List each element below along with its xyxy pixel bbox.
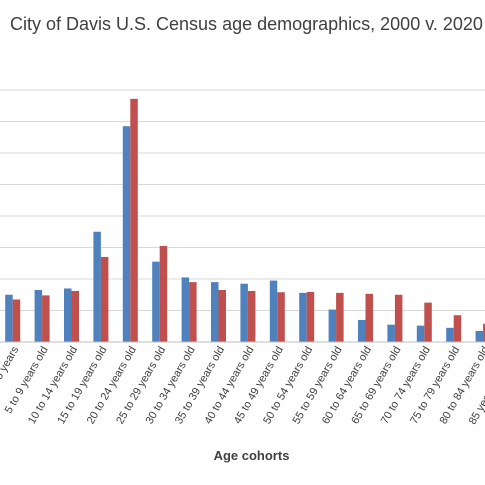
bar (152, 261, 160, 342)
bar (306, 291, 315, 342)
bar (416, 325, 425, 342)
bar (424, 302, 432, 342)
bar (12, 299, 21, 342)
bar (100, 256, 109, 342)
bar (218, 290, 226, 342)
bar (122, 126, 131, 342)
bar (277, 292, 285, 342)
bar (211, 282, 219, 342)
x-axis-title: Age cohorts (213, 448, 290, 463)
bar (483, 323, 485, 342)
bar (5, 294, 13, 342)
bar (269, 280, 278, 342)
bar (42, 295, 50, 342)
bar (130, 98, 138, 342)
bar (336, 292, 344, 342)
bar (247, 290, 256, 342)
bar (387, 324, 395, 342)
bar (64, 288, 72, 342)
bar (159, 245, 168, 342)
bar (328, 309, 337, 342)
bar (240, 283, 248, 342)
bar (365, 293, 373, 342)
bar (34, 290, 43, 342)
bar (189, 282, 197, 342)
bar (453, 315, 462, 342)
bar (358, 319, 366, 342)
bar (446, 327, 454, 342)
bar (93, 231, 101, 342)
bar (475, 330, 484, 342)
bar (394, 294, 403, 342)
bar (71, 290, 79, 342)
bar (181, 277, 190, 342)
chart-title: City of Davis U.S. Census age demographi… (10, 14, 483, 34)
bar (299, 292, 307, 342)
